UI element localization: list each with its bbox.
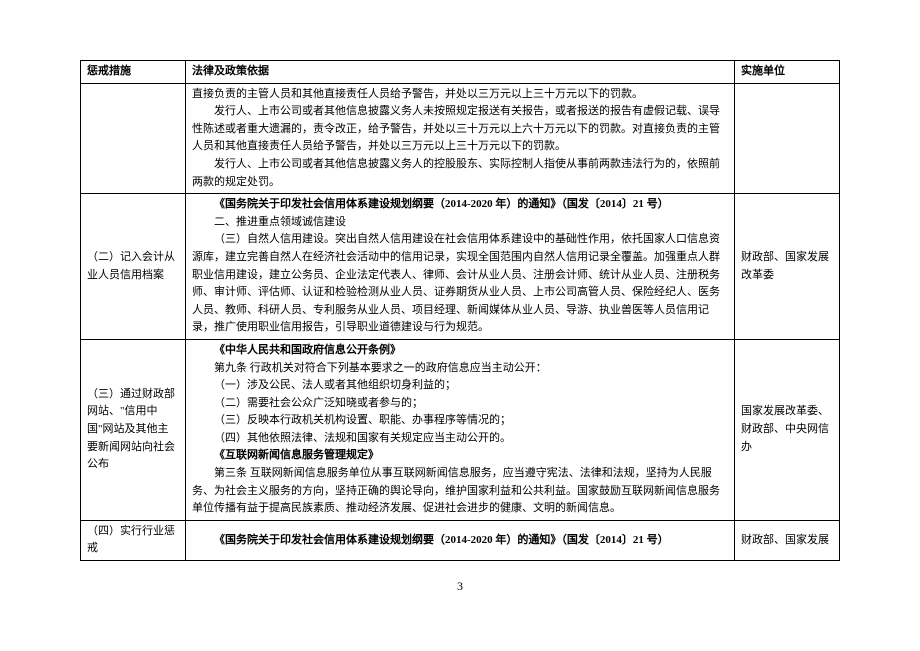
- cell-basis: 《国务院关于印发社会信用体系建设规划纲要（2014-2020 年）的通知》（国发…: [186, 194, 735, 340]
- basis-line: 直接负责的主管人员和其他直接责任人员给予警告，并处以三万元以上三十万元以下的罚款…: [192, 86, 728, 104]
- basis-line: 发行人、上市公司或者其他信息披露义务人的控股股东、实际控制人指使从事前两款违法行…: [192, 156, 728, 191]
- basis-line: （四）其他依照法律、法规和国家有关规定应当主动公开的。: [192, 430, 728, 448]
- basis-line: 《中华人民共和国政府信息公开条例》: [192, 342, 728, 360]
- basis-line: 《国务院关于印发社会信用体系建设规划纲要（2014-2020 年）的通知》（国发…: [192, 196, 728, 214]
- basis-line: 《国务院关于印发社会信用体系建设规划纲要（2014-2020 年）的通知》（国发…: [192, 532, 728, 550]
- cell-basis: 《国务院关于印发社会信用体系建设规划纲要（2014-2020 年）的通知》（国发…: [186, 520, 735, 560]
- policy-table: 惩戒措施 法律及政策依据 实施单位 直接负责的主管人员和其他直接责任人员给予警告…: [80, 60, 840, 561]
- table-header-row: 惩戒措施 法律及政策依据 实施单位: [81, 61, 840, 84]
- cell-unit: 国家发展改革委、财政部、中央网信办: [735, 339, 840, 520]
- table-row: （二）记入会计从业人员信用档案《国务院关于印发社会信用体系建设规划纲要（2014…: [81, 194, 840, 340]
- basis-line: 《互联网新闻信息服务管理规定》: [192, 447, 728, 465]
- header-measure: 惩戒措施: [81, 61, 186, 84]
- basis-line: 第九条 行政机关对符合下列基本要求之一的政府信息应当主动公开：: [192, 360, 728, 378]
- basis-line: （三）反映本行政机关机构设置、职能、办事程序等情况的；: [192, 412, 728, 430]
- table-body: 直接负责的主管人员和其他直接责任人员给予警告，并处以三万元以上三十万元以下的罚款…: [81, 83, 840, 560]
- table-row: （三）通过财政部网站、"信用中国"网站及其他主要新闻网站向社会公布《中华人民共和…: [81, 339, 840, 520]
- basis-line: （三）自然人信用建设。突出自然人信用建设在社会信用体系建设中的基础性作用，依托国…: [192, 231, 728, 337]
- cell-basis: 《中华人民共和国政府信息公开条例》第九条 行政机关对符合下列基本要求之一的政府信…: [186, 339, 735, 520]
- table-row: （四）实行行业惩戒《国务院关于印发社会信用体系建设规划纲要（2014-2020 …: [81, 520, 840, 560]
- basis-line: 第三条 互联网新闻信息服务单位从事互联网新闻信息服务，应当遵守宪法、法律和法规，…: [192, 465, 728, 518]
- header-basis: 法律及政策依据: [186, 61, 735, 84]
- basis-line: （一）涉及公民、法人或者其他组织切身利益的；: [192, 377, 728, 395]
- cell-measure: [81, 83, 186, 194]
- cell-basis: 直接负责的主管人员和其他直接责任人员给予警告，并处以三万元以上三十万元以下的罚款…: [186, 83, 735, 194]
- basis-line: 发行人、上市公司或者其他信息披露义务人未按照规定报送有关报告，或者报送的报告有虚…: [192, 103, 728, 156]
- basis-line: （二）需要社会公众广泛知晓或者参与的；: [192, 395, 728, 413]
- cell-measure: （二）记入会计从业人员信用档案: [81, 194, 186, 340]
- table-row: 直接负责的主管人员和其他直接责任人员给予警告，并处以三万元以上三十万元以下的罚款…: [81, 83, 840, 194]
- cell-unit: [735, 83, 840, 194]
- cell-measure: （三）通过财政部网站、"信用中国"网站及其他主要新闻网站向社会公布: [81, 339, 186, 520]
- cell-unit: 财政部、国家发展: [735, 520, 840, 560]
- header-unit: 实施单位: [735, 61, 840, 84]
- page-number: 3: [80, 579, 840, 594]
- cell-measure: （四）实行行业惩戒: [81, 520, 186, 560]
- cell-unit: 财政部、国家发展改革委: [735, 194, 840, 340]
- basis-line: 二、推进重点领域诚信建设: [192, 214, 728, 232]
